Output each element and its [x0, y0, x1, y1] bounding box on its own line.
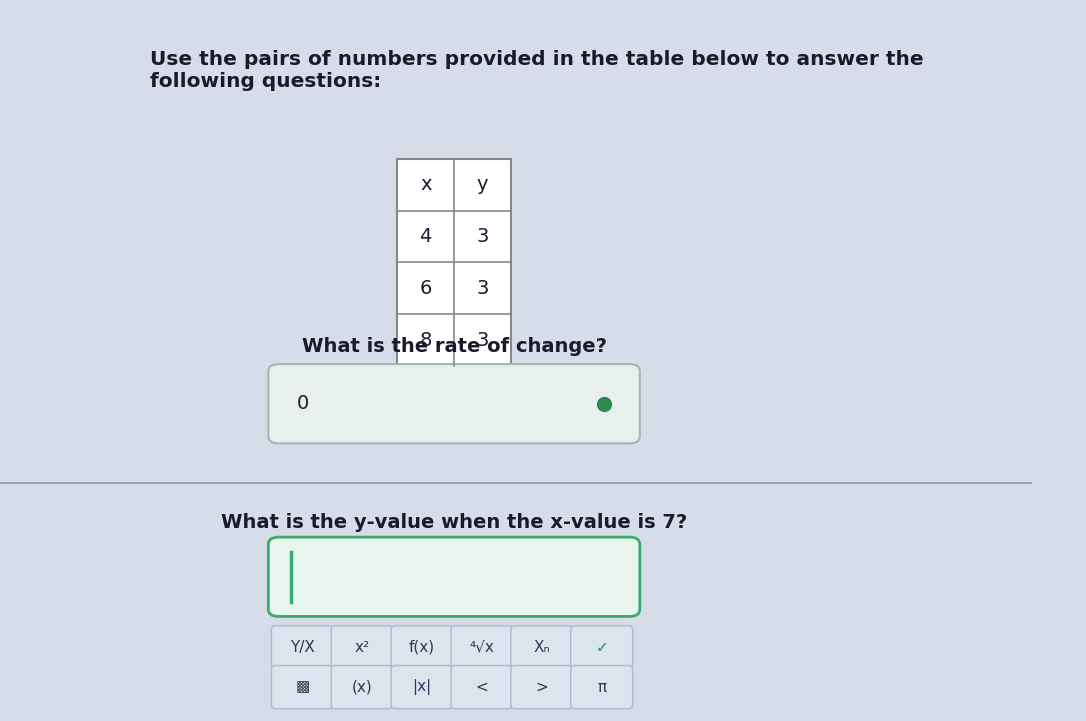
- Text: 3: 3: [477, 227, 489, 246]
- FancyBboxPatch shape: [570, 665, 633, 709]
- Text: ✓: ✓: [595, 640, 608, 655]
- Text: x²: x²: [355, 640, 370, 655]
- Text: ▩: ▩: [295, 680, 310, 694]
- Text: x: x: [420, 175, 431, 194]
- FancyBboxPatch shape: [451, 665, 513, 709]
- FancyBboxPatch shape: [570, 626, 633, 669]
- FancyBboxPatch shape: [391, 626, 453, 669]
- FancyBboxPatch shape: [272, 665, 333, 709]
- Text: Y/X: Y/X: [290, 640, 315, 655]
- Text: <: <: [476, 680, 489, 694]
- FancyBboxPatch shape: [397, 159, 510, 366]
- Text: |x|: |x|: [413, 679, 432, 695]
- FancyBboxPatch shape: [268, 537, 640, 616]
- FancyBboxPatch shape: [391, 665, 453, 709]
- Text: ⁴√x: ⁴√x: [469, 640, 494, 655]
- Text: 6: 6: [419, 279, 432, 298]
- FancyBboxPatch shape: [331, 626, 393, 669]
- Text: y: y: [477, 175, 489, 194]
- Text: π: π: [597, 680, 606, 694]
- FancyBboxPatch shape: [510, 665, 572, 709]
- Text: 3: 3: [477, 279, 489, 298]
- Text: 3: 3: [477, 331, 489, 350]
- Text: Xₙ: Xₙ: [533, 640, 551, 655]
- Text: (x): (x): [352, 680, 372, 694]
- Text: 4: 4: [419, 227, 432, 246]
- Text: >: >: [535, 680, 548, 694]
- Text: f(x): f(x): [409, 640, 435, 655]
- Text: 8: 8: [419, 331, 432, 350]
- FancyBboxPatch shape: [451, 626, 513, 669]
- Text: What is the rate of change?: What is the rate of change?: [302, 337, 607, 355]
- Text: Use the pairs of numbers provided in the table below to answer the
following que: Use the pairs of numbers provided in the…: [150, 50, 923, 92]
- FancyBboxPatch shape: [510, 626, 572, 669]
- FancyBboxPatch shape: [331, 665, 393, 709]
- Text: 0: 0: [298, 394, 310, 413]
- FancyBboxPatch shape: [268, 364, 640, 443]
- Text: What is the y-value when the x-value is 7?: What is the y-value when the x-value is …: [220, 513, 687, 532]
- FancyBboxPatch shape: [272, 626, 333, 669]
